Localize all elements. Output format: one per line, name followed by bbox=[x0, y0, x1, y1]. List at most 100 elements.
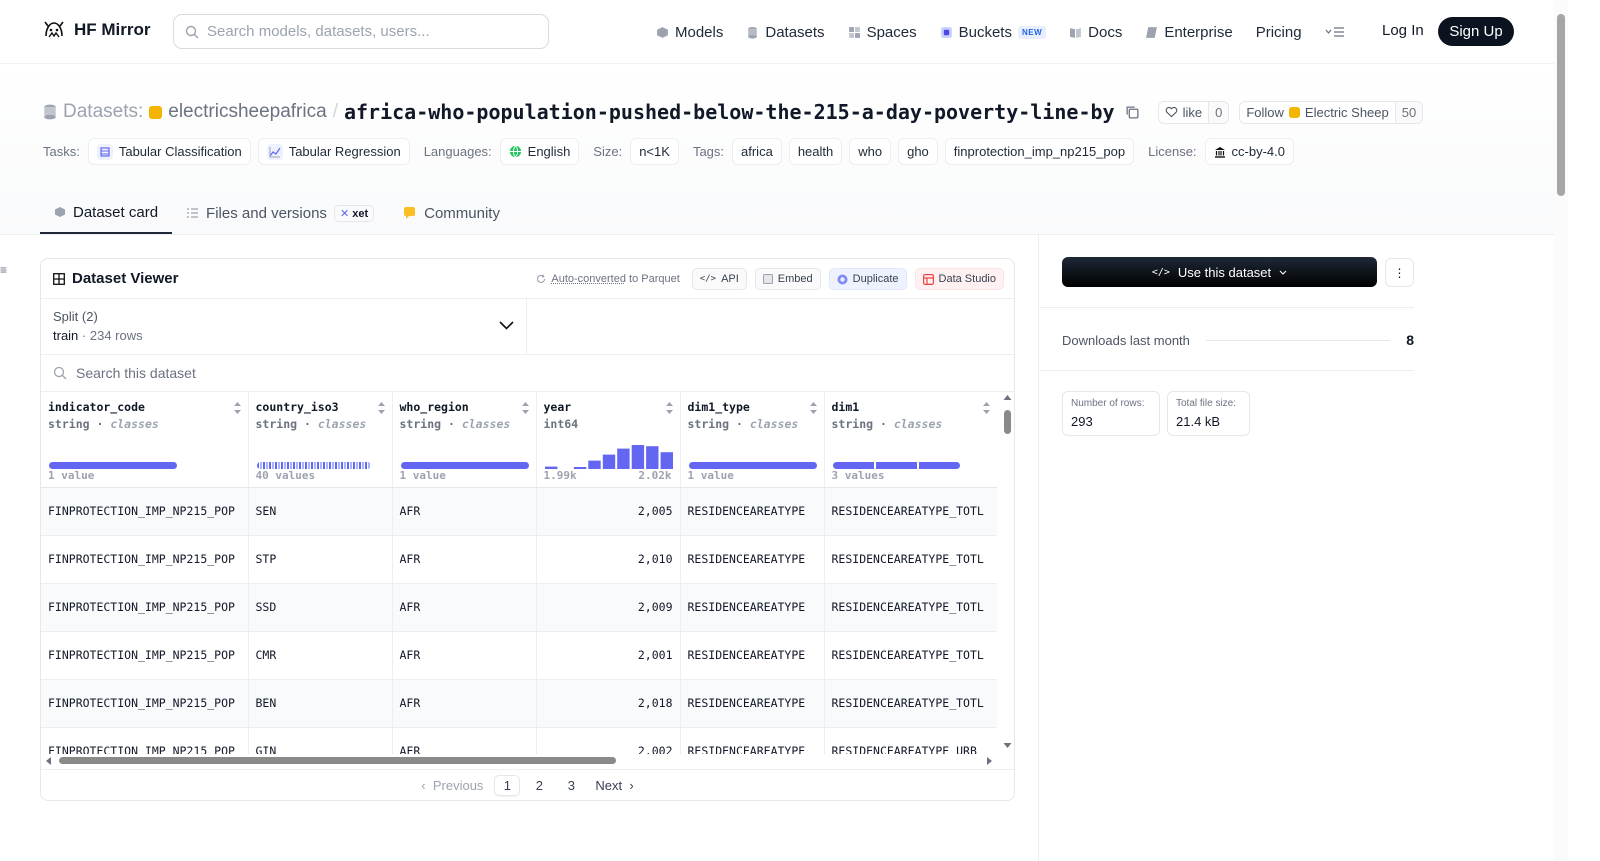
previous-page-button[interactable]: ‹ Previous bbox=[421, 778, 484, 793]
histogram-bar[interactable] bbox=[660, 452, 673, 469]
next-page-button[interactable]: Next › bbox=[595, 778, 634, 793]
cell-indicator-code[interactable]: FINPROTECTION_IMP_NP215_POP bbox=[41, 679, 249, 728]
histogram-bar[interactable] bbox=[587, 460, 601, 469]
embed-button[interactable]: Embed bbox=[754, 268, 821, 290]
histogram-bar[interactable] bbox=[544, 466, 557, 469]
histogram-bar[interactable] bbox=[616, 448, 630, 469]
table-row[interactable]: FINPROTECTION_IMP_NP215_POP BEN AFR 2,01… bbox=[41, 679, 997, 728]
table-row[interactable]: FINPROTECTION_IMP_NP215_POP STP AFR 2,01… bbox=[41, 535, 997, 584]
cell-region[interactable]: AFR bbox=[392, 679, 537, 728]
copy-icon[interactable] bbox=[1125, 105, 1140, 120]
page-2-button[interactable]: 2 bbox=[535, 778, 544, 793]
cell-dim1[interactable]: RESIDENCEAREATYPE_TOTL bbox=[824, 583, 997, 632]
cell-dim1-type[interactable]: RESIDENCEAREATYPE bbox=[680, 583, 825, 632]
vertical-scrollbar[interactable] bbox=[1000, 392, 1015, 754]
page-scrollbar[interactable] bbox=[1554, 0, 1568, 861]
column-header-country-iso3[interactable]: country_iso3 string · classes 40 values bbox=[248, 392, 393, 488]
tag-tabular-regression[interactable]: Tabular Regression bbox=[257, 138, 410, 165]
page-scrollbar-thumb[interactable] bbox=[1557, 14, 1565, 196]
cell-region[interactable]: AFR bbox=[392, 631, 537, 680]
cell-region[interactable]: AFR bbox=[392, 583, 537, 632]
org-link[interactable]: electricsheepafrica bbox=[168, 101, 327, 122]
cell-indicator-code[interactable]: FINPROTECTION_IMP_NP215_POP bbox=[41, 727, 249, 754]
column-header-dim1-type[interactable]: dim1_type string · classes 1 value bbox=[680, 392, 825, 488]
nav-buckets[interactable]: Buckets NEW bbox=[940, 19, 1047, 45]
value-distribution-bar[interactable] bbox=[49, 462, 177, 469]
cell-dim1-type[interactable]: RESIDENCEAREATYPE bbox=[680, 487, 825, 536]
table-row[interactable]: FINPROTECTION_IMP_NP215_POP GIN AFR 2,00… bbox=[41, 727, 997, 754]
cell-year[interactable]: 2,002 bbox=[536, 727, 681, 754]
cell-country[interactable]: SEN bbox=[248, 487, 393, 536]
search-box[interactable] bbox=[173, 14, 549, 49]
histogram-bar[interactable] bbox=[631, 445, 644, 469]
tag-english[interactable]: English bbox=[499, 138, 580, 165]
tab-files-versions[interactable]: Files and versions ✕ xet bbox=[172, 192, 388, 234]
value-distribution-bar[interactable] bbox=[832, 462, 961, 469]
histogram-bar[interactable] bbox=[573, 467, 586, 469]
year-histogram[interactable] bbox=[544, 442, 673, 470]
cell-dim1-type[interactable]: RESIDENCEAREATYPE bbox=[680, 535, 825, 584]
cell-country[interactable]: GIN bbox=[248, 727, 393, 754]
like-button[interactable]: like 0 bbox=[1157, 100, 1230, 124]
dataset-name[interactable]: africa-who-population-pushed-below-the-2… bbox=[343, 100, 1115, 124]
column-header-who-region[interactable]: who_region string · classes 1 value bbox=[392, 392, 537, 488]
cell-year[interactable]: 2,005 bbox=[536, 487, 681, 536]
tag-gho[interactable]: gho bbox=[898, 138, 938, 165]
tag-who[interactable]: who bbox=[849, 138, 892, 165]
cell-region[interactable]: AFR bbox=[392, 487, 537, 536]
sort-icon[interactable] bbox=[982, 401, 991, 415]
cell-dim1[interactable]: RESIDENCEAREATYPE_TOTL bbox=[824, 679, 997, 728]
tag-size[interactable]: n<1K bbox=[630, 138, 679, 165]
cell-indicator-code[interactable]: FINPROTECTION_IMP_NP215_POP bbox=[41, 583, 249, 632]
tab-dataset-card[interactable]: Dataset card bbox=[40, 192, 173, 234]
dataset-search-input[interactable] bbox=[76, 365, 476, 381]
cell-region[interactable]: AFR bbox=[392, 727, 537, 754]
auto-converted-link[interactable]: Auto-converted bbox=[551, 273, 626, 285]
sort-icon[interactable] bbox=[521, 401, 530, 415]
more-options-button[interactable]: ⋮ bbox=[1385, 258, 1414, 287]
cell-dim1[interactable]: RESIDENCEAREATYPE_TOTL bbox=[824, 487, 997, 536]
duplicate-button[interactable]: Duplicate bbox=[828, 268, 907, 290]
value-distribution-bar[interactable] bbox=[400, 462, 529, 469]
api-button[interactable]: </> API bbox=[691, 268, 747, 290]
sidebar-toggle-icon[interactable]: ≡ bbox=[0, 263, 8, 277]
use-this-dataset-button[interactable]: </> Use this dataset bbox=[1062, 257, 1377, 287]
follow-button[interactable]: Follow Electric Sheep 50 bbox=[1239, 100, 1424, 124]
cell-dim1-type[interactable]: RESIDENCEAREATYPE bbox=[680, 631, 825, 680]
tag-tabular-classification[interactable]: Tabular Classification bbox=[87, 138, 251, 165]
column-header-dim1[interactable]: dim1 string · classes 3 values bbox=[824, 392, 997, 488]
cell-dim1[interactable]: RESIDENCEAREATYPE_TOTL bbox=[824, 535, 997, 584]
cell-year[interactable]: 2,010 bbox=[536, 535, 681, 584]
nav-docs[interactable]: Docs bbox=[1069, 19, 1122, 45]
viewer-search[interactable] bbox=[41, 355, 1014, 392]
cell-indicator-code[interactable]: FINPROTECTION_IMP_NP215_POP bbox=[41, 631, 249, 680]
histogram-bar[interactable] bbox=[602, 454, 615, 469]
tag-license[interactable]: cc-by-4.0 bbox=[1204, 138, 1294, 165]
login-link[interactable]: Log In bbox=[1382, 22, 1424, 39]
split-selector[interactable]: Split (2) train · 234 rows bbox=[41, 299, 527, 354]
table-row[interactable]: FINPROTECTION_IMP_NP215_POP SSD AFR 2,00… bbox=[41, 583, 997, 632]
cell-country[interactable]: CMR bbox=[248, 631, 393, 680]
cell-indicator-code[interactable]: FINPROTECTION_IMP_NP215_POP bbox=[41, 487, 249, 536]
tab-community[interactable]: Community bbox=[388, 192, 514, 234]
page-1-button[interactable]: 1 bbox=[494, 775, 521, 796]
table-row[interactable]: FINPROTECTION_IMP_NP215_POP CMR AFR 2,00… bbox=[41, 631, 997, 680]
nav-datasets[interactable]: Datasets bbox=[746, 19, 825, 45]
tag-africa[interactable]: africa bbox=[732, 138, 782, 165]
sort-icon[interactable] bbox=[665, 401, 674, 415]
more-menu-button[interactable] bbox=[1325, 19, 1345, 45]
cell-year[interactable]: 2,018 bbox=[536, 679, 681, 728]
auto-converted-note[interactable]: Auto-converted to Parquet bbox=[536, 273, 680, 285]
cell-dim1-type[interactable]: RESIDENCEAREATYPE bbox=[680, 679, 825, 728]
value-distribution-bar[interactable] bbox=[688, 462, 817, 469]
search-input[interactable] bbox=[207, 23, 527, 40]
nav-pricing[interactable]: Pricing bbox=[1256, 19, 1302, 45]
sort-icon[interactable] bbox=[233, 401, 242, 415]
tag-health[interactable]: health bbox=[788, 138, 843, 165]
cell-dim1-type[interactable]: RESIDENCEAREATYPE bbox=[680, 727, 825, 754]
sort-icon[interactable] bbox=[809, 401, 818, 415]
cell-country[interactable]: SSD bbox=[248, 583, 393, 632]
column-header-indicator-code[interactable]: indicator_code string · classes 1 value bbox=[41, 392, 249, 488]
signup-button[interactable]: Sign Up bbox=[1438, 17, 1514, 46]
data-studio-button[interactable]: Data Studio bbox=[914, 268, 1004, 290]
